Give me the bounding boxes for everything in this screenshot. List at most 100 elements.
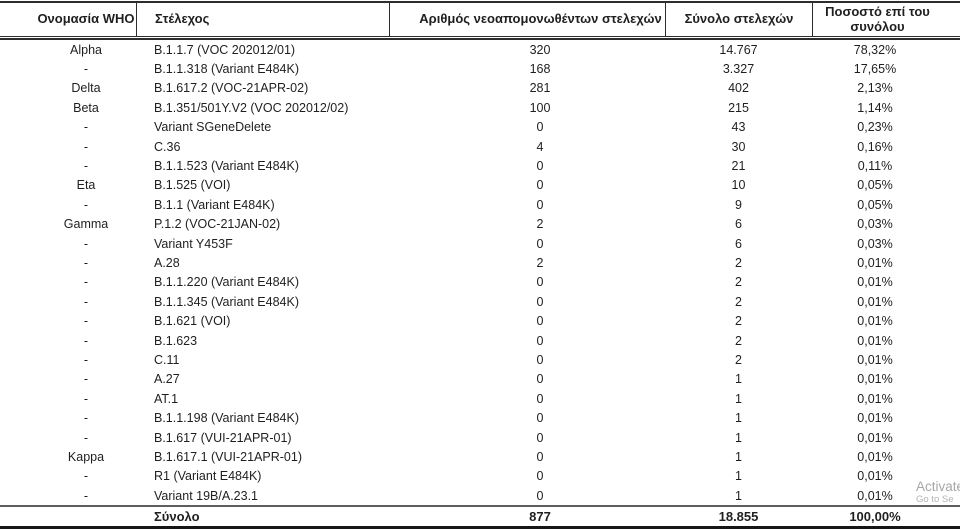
cell-total-strains: 3.327 xyxy=(722,62,755,77)
cell-who-name: Beta xyxy=(73,100,99,115)
table-row: Delta B.1.617.2 (VOC-21APR-02) 281 402 2… xyxy=(0,79,960,98)
cell-total-strains: 30 xyxy=(731,139,746,154)
cell-strain: AT.1 xyxy=(154,391,179,406)
cell-strain: Variant 19B/A.23.1 xyxy=(154,488,259,503)
cell-who-name: - xyxy=(83,488,89,503)
cell-strain: B.1.1.523 (Variant E484K) xyxy=(154,159,299,174)
cell-strain: B.1.617.2 (VOC-21APR-02) xyxy=(154,81,309,96)
table-header-row: Ονομασία WHO Στέλεχος Αριθμός νεοαπομονω… xyxy=(0,3,960,37)
cell-total-strains: 1 xyxy=(735,372,742,387)
cell-new-isolates: 168 xyxy=(529,62,551,77)
cell-strain: C.11 xyxy=(154,352,180,367)
cell-new-isolates: 281 xyxy=(529,81,551,96)
cell-who-name: - xyxy=(83,139,89,154)
cell-total-strains: 1 xyxy=(735,469,742,484)
cell-who-name: - xyxy=(83,236,89,251)
cell-new-isolates: 2 xyxy=(536,217,544,232)
cell-new-isolates: 0 xyxy=(536,197,544,212)
cell-strain: B.1.617.1 (VUI-21APR-01) xyxy=(154,449,302,464)
cell-who-name: - xyxy=(83,120,89,135)
cell-strain: B.1.623 xyxy=(154,333,198,348)
cell-new-isolates: 0 xyxy=(536,236,544,251)
cell-new-isolates: 0 xyxy=(536,178,544,193)
cell-percentage: 0,01% xyxy=(857,449,893,464)
table-row: - A.28 2 2 0,01% xyxy=(0,253,960,272)
cell-who-name: - xyxy=(83,372,89,387)
cell-new-isolates: 0 xyxy=(536,488,544,503)
cell-strain: C.36 xyxy=(154,139,181,154)
cell-percentage: 0,01% xyxy=(857,391,893,406)
cell-who-name: - xyxy=(83,62,89,77)
col-header-percentage: Ποσοστό επί του συνόλου xyxy=(812,3,960,36)
cell-who-name: - xyxy=(83,411,89,426)
cell-new-isolates: 0 xyxy=(536,430,544,445)
table-row: Kappa B.1.617.1 (VUI-21APR-01) 0 1 0,01% xyxy=(0,447,960,466)
cell-new-isolates: 0 xyxy=(536,333,544,348)
cell-percentage: 78,32% xyxy=(853,42,897,57)
cell-new-isolates: 0 xyxy=(536,449,544,464)
cell-new-isolates: 320 xyxy=(529,42,551,57)
col-header-total-strains: Σύνολο στελεχών xyxy=(665,3,812,36)
cell-percentage: 0,01% xyxy=(857,255,893,270)
cell-who-name: - xyxy=(83,275,89,290)
cell-strain: B.1.1.318 (Variant E484K) xyxy=(154,62,299,77)
cell-strain: P.1.2 (VOC-21JAN-02) xyxy=(154,217,281,232)
cell-new-isolates: 0 xyxy=(536,275,544,290)
cell-who-name: - xyxy=(83,430,89,445)
table-row: - B.1.1.198 (Variant E484K) 0 1 0,01% xyxy=(0,408,960,427)
cell-who-name: - xyxy=(83,294,89,309)
cell-strain: B.1.525 (VOI) xyxy=(154,178,231,193)
cell-percentage: 0,01% xyxy=(857,275,893,290)
cell-percentage: 17,65% xyxy=(853,62,897,77)
cell-who-name: Gamma xyxy=(63,217,109,232)
total-new-isolates: 877 xyxy=(529,509,551,525)
cell-who-name: Delta xyxy=(71,81,101,96)
cell-who-name: Eta xyxy=(76,178,96,193)
table-body: Alpha B.1.1.7 (VOC 202012/01) 320 14.767… xyxy=(0,38,960,505)
cell-percentage: 0,01% xyxy=(857,333,893,348)
table-row: - B.1.623 0 2 0,01% xyxy=(0,331,960,350)
table-row: - Variant Y453F 0 6 0,03% xyxy=(0,234,960,253)
cell-percentage: 0,01% xyxy=(857,314,893,329)
cell-strain: Variant SGeneDelete xyxy=(154,120,272,135)
cell-strain: A.27 xyxy=(154,372,180,387)
cell-percentage: 2,13% xyxy=(857,81,893,96)
cell-strain: B.1.1.345 (Variant E484K) xyxy=(154,294,299,309)
total-strains-count: 18.855 xyxy=(718,509,759,525)
cell-total-strains: 10 xyxy=(731,178,746,193)
cell-percentage: 0,11% xyxy=(857,159,893,174)
cell-total-strains: 2 xyxy=(735,275,742,290)
cell-total-strains: 1 xyxy=(735,488,742,503)
cell-who-name: - xyxy=(83,159,89,174)
cell-who-name: - xyxy=(83,314,89,329)
cell-total-strains: 2 xyxy=(735,294,742,309)
col-header-new-isolates: Αριθμός νεοαπομονωθέντων στελεχών xyxy=(389,3,665,36)
table-row: Gamma P.1.2 (VOC-21JAN-02) 2 6 0,03% xyxy=(0,215,960,234)
table-total-row: Σύνολο 877 18.855 100,00% xyxy=(0,505,960,530)
cell-total-strains: 21 xyxy=(731,159,746,174)
cell-total-strains: 14.767 xyxy=(719,42,758,57)
cell-total-strains: 6 xyxy=(735,217,742,232)
cell-strain: A.28 xyxy=(154,255,180,270)
cell-total-strains: 2 xyxy=(735,255,742,270)
cell-percentage: 0,01% xyxy=(857,352,893,367)
cell-percentage: 0,05% xyxy=(857,197,893,212)
cell-percentage: 0,05% xyxy=(857,178,893,193)
cell-total-strains: 402 xyxy=(728,81,749,96)
table-row: - B.1.621 (VOI) 0 2 0,01% xyxy=(0,311,960,330)
cell-new-isolates: 0 xyxy=(536,314,544,329)
cell-who-name: Alpha xyxy=(70,42,102,57)
cell-total-strains: 2 xyxy=(735,333,742,348)
cell-new-isolates: 4 xyxy=(536,139,544,154)
table-row: Alpha B.1.1.7 (VOC 202012/01) 320 14.767… xyxy=(0,40,960,59)
cell-total-strains: 9 xyxy=(735,197,742,212)
table-row: - Variant SGeneDelete 0 43 0,23% xyxy=(0,118,960,137)
cell-who-name: - xyxy=(83,255,89,270)
table-row: - Variant 19B/A.23.1 0 1 0,01% xyxy=(0,486,960,505)
cell-new-isolates: 0 xyxy=(536,372,544,387)
cell-who-name: - xyxy=(83,391,89,406)
cell-strain: Variant Y453F xyxy=(154,236,233,251)
table-row: - B.1.1 (Variant E484K) 0 9 0,05% xyxy=(0,195,960,214)
